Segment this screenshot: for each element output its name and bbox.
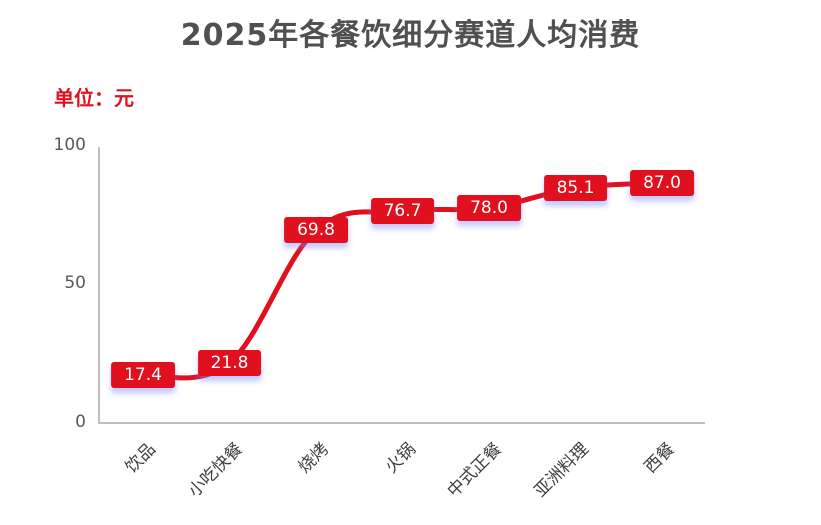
y-tick-100: 100: [53, 135, 86, 155]
chart-title: 2025年各餐饮细分赛道人均消费: [180, 18, 641, 53]
y-tick-50: 50: [64, 273, 86, 293]
y-tick-0: 0: [75, 412, 86, 432]
data-label: 69.8: [284, 217, 348, 244]
data-label: 87.0: [630, 169, 694, 196]
data-label: 17.4: [111, 361, 175, 388]
unit-label: 单位：元: [54, 86, 134, 110]
data-label: 85.1: [543, 175, 608, 202]
data-label: 78.0: [457, 194, 521, 221]
data-label: 76.7: [370, 198, 435, 225]
data-label: 21.8: [197, 349, 262, 376]
